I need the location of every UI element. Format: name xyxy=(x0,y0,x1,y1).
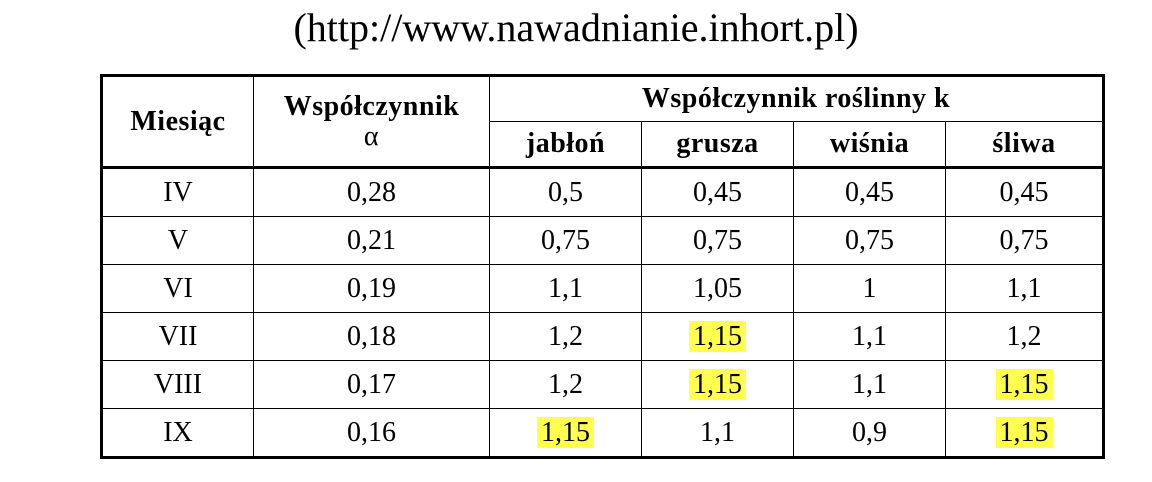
source-url-caption: (http://www.nawadnianie.inhort.pl) xyxy=(293,5,859,50)
cell-k-pear: 1,1 xyxy=(641,408,794,458)
header-month: Miesiąc xyxy=(101,75,254,168)
cell-value: 1,1 xyxy=(548,272,583,304)
cell-alpha: 0,21 xyxy=(253,216,490,265)
cell-month: VI xyxy=(101,264,254,313)
cell-value: 0,75 xyxy=(845,224,894,256)
cell-k-plum: 1,1 xyxy=(944,264,1105,313)
cell-alpha: 0,28 xyxy=(253,166,490,217)
cell-alpha: 0,19 xyxy=(253,264,490,313)
cell-k-apple: 1,2 xyxy=(489,360,642,409)
cell-k-cherry: 1,1 xyxy=(793,312,946,361)
cell-value: 0,45 xyxy=(999,176,1049,208)
cell-k-pear: 1,15 xyxy=(641,360,794,409)
cell-value: 1,1 xyxy=(1006,272,1042,304)
cell-value: 1,05 xyxy=(693,272,742,304)
cell-k-cherry: 0,45 xyxy=(793,166,946,217)
cell-k-cherry: 0,9 xyxy=(793,408,946,458)
cell-value: 0,75 xyxy=(541,224,590,256)
highlighted-value: 1,15 xyxy=(689,320,746,352)
cell-value: 1,2 xyxy=(548,368,583,400)
cell-value: 0,75 xyxy=(693,224,742,256)
cell-k-cherry: 1,1 xyxy=(793,360,946,409)
cell-alpha: 0,18 xyxy=(253,312,490,361)
cell-month: V xyxy=(101,216,254,265)
highlighted-value: 1,15 xyxy=(995,416,1053,448)
table-row: VIII 0,17 1,2 1,15 1,1 1,15 xyxy=(101,360,1105,409)
table-row: VII 0,18 1,2 1,15 1,1 1,2 xyxy=(101,312,1105,361)
cell-k-pear: 0,75 xyxy=(641,216,794,265)
cell-alpha: 0,16 xyxy=(253,408,490,458)
cell-k-apple: 0,5 xyxy=(489,166,642,217)
header-alpha-symbol: α xyxy=(363,120,380,152)
cell-value: 1,2 xyxy=(548,320,583,352)
header-crop-plum: śliwa xyxy=(944,121,1105,168)
cell-k-apple: 1,15 xyxy=(489,408,642,458)
cell-k-plum: 1,2 xyxy=(944,312,1105,361)
cell-value: 0,45 xyxy=(693,176,742,208)
cell-k-apple: 1,1 xyxy=(489,264,642,313)
cell-month: IV xyxy=(101,166,254,217)
cell-k-plum: 0,75 xyxy=(944,216,1105,265)
cell-value: 1,2 xyxy=(1006,320,1042,352)
table-row: V 0,21 0,75 0,75 0,75 0,75 xyxy=(101,216,1105,265)
cell-k-pear: 1,05 xyxy=(641,264,794,313)
cell-alpha: 0,17 xyxy=(253,360,490,409)
cell-k-pear: 1,15 xyxy=(641,312,794,361)
highlighted-value: 1,15 xyxy=(995,368,1053,400)
header-crop-coefficient: Współczynnik roślinny k xyxy=(488,75,1105,122)
cell-value: 0,75 xyxy=(999,224,1049,256)
cell-value: 0,9 xyxy=(852,416,887,448)
cell-value: 1 xyxy=(862,272,877,304)
header-alpha: Współczynnik α xyxy=(253,75,490,168)
table-row: IV 0,28 0,5 0,45 0,45 0,45 xyxy=(101,166,1105,217)
highlighted-value: 1,15 xyxy=(537,416,594,448)
cell-k-apple: 1,2 xyxy=(489,312,642,361)
cell-k-plum: 0,45 xyxy=(944,166,1105,217)
cell-k-plum: 1,15 xyxy=(944,408,1105,458)
cell-k-plum: 1,15 xyxy=(944,360,1105,409)
cell-k-cherry: 0,75 xyxy=(793,216,946,265)
header-crop-cherry: wiśnia xyxy=(793,121,946,168)
cell-value: 0,45 xyxy=(845,176,894,208)
cell-k-cherry: 1 xyxy=(793,264,946,313)
coefficient-table: Miesiąc Współczynnik α Współczynnik rośl… xyxy=(100,74,1106,459)
table-row: VI 0,19 1,1 1,05 1 1,1 xyxy=(101,264,1105,313)
header-crop-apple: jabłoń xyxy=(489,121,642,168)
cell-value: 1,1 xyxy=(852,320,887,352)
cell-value: 1,1 xyxy=(700,416,735,448)
cell-month: IX xyxy=(101,408,254,458)
header-alpha-label: Współczynnik xyxy=(283,90,460,122)
cell-month: VIII xyxy=(101,360,254,409)
cell-month: VII xyxy=(101,312,254,361)
cell-value: 0,5 xyxy=(548,176,583,208)
table-row: IX 0,16 1,15 1,1 0,9 1,15 xyxy=(101,408,1105,458)
header-crop-pear: grusza xyxy=(641,121,794,168)
cell-k-apple: 0,75 xyxy=(489,216,642,265)
cell-value: 1,1 xyxy=(852,368,887,400)
highlighted-value: 1,15 xyxy=(689,368,746,400)
cell-k-pear: 0,45 xyxy=(641,166,794,217)
